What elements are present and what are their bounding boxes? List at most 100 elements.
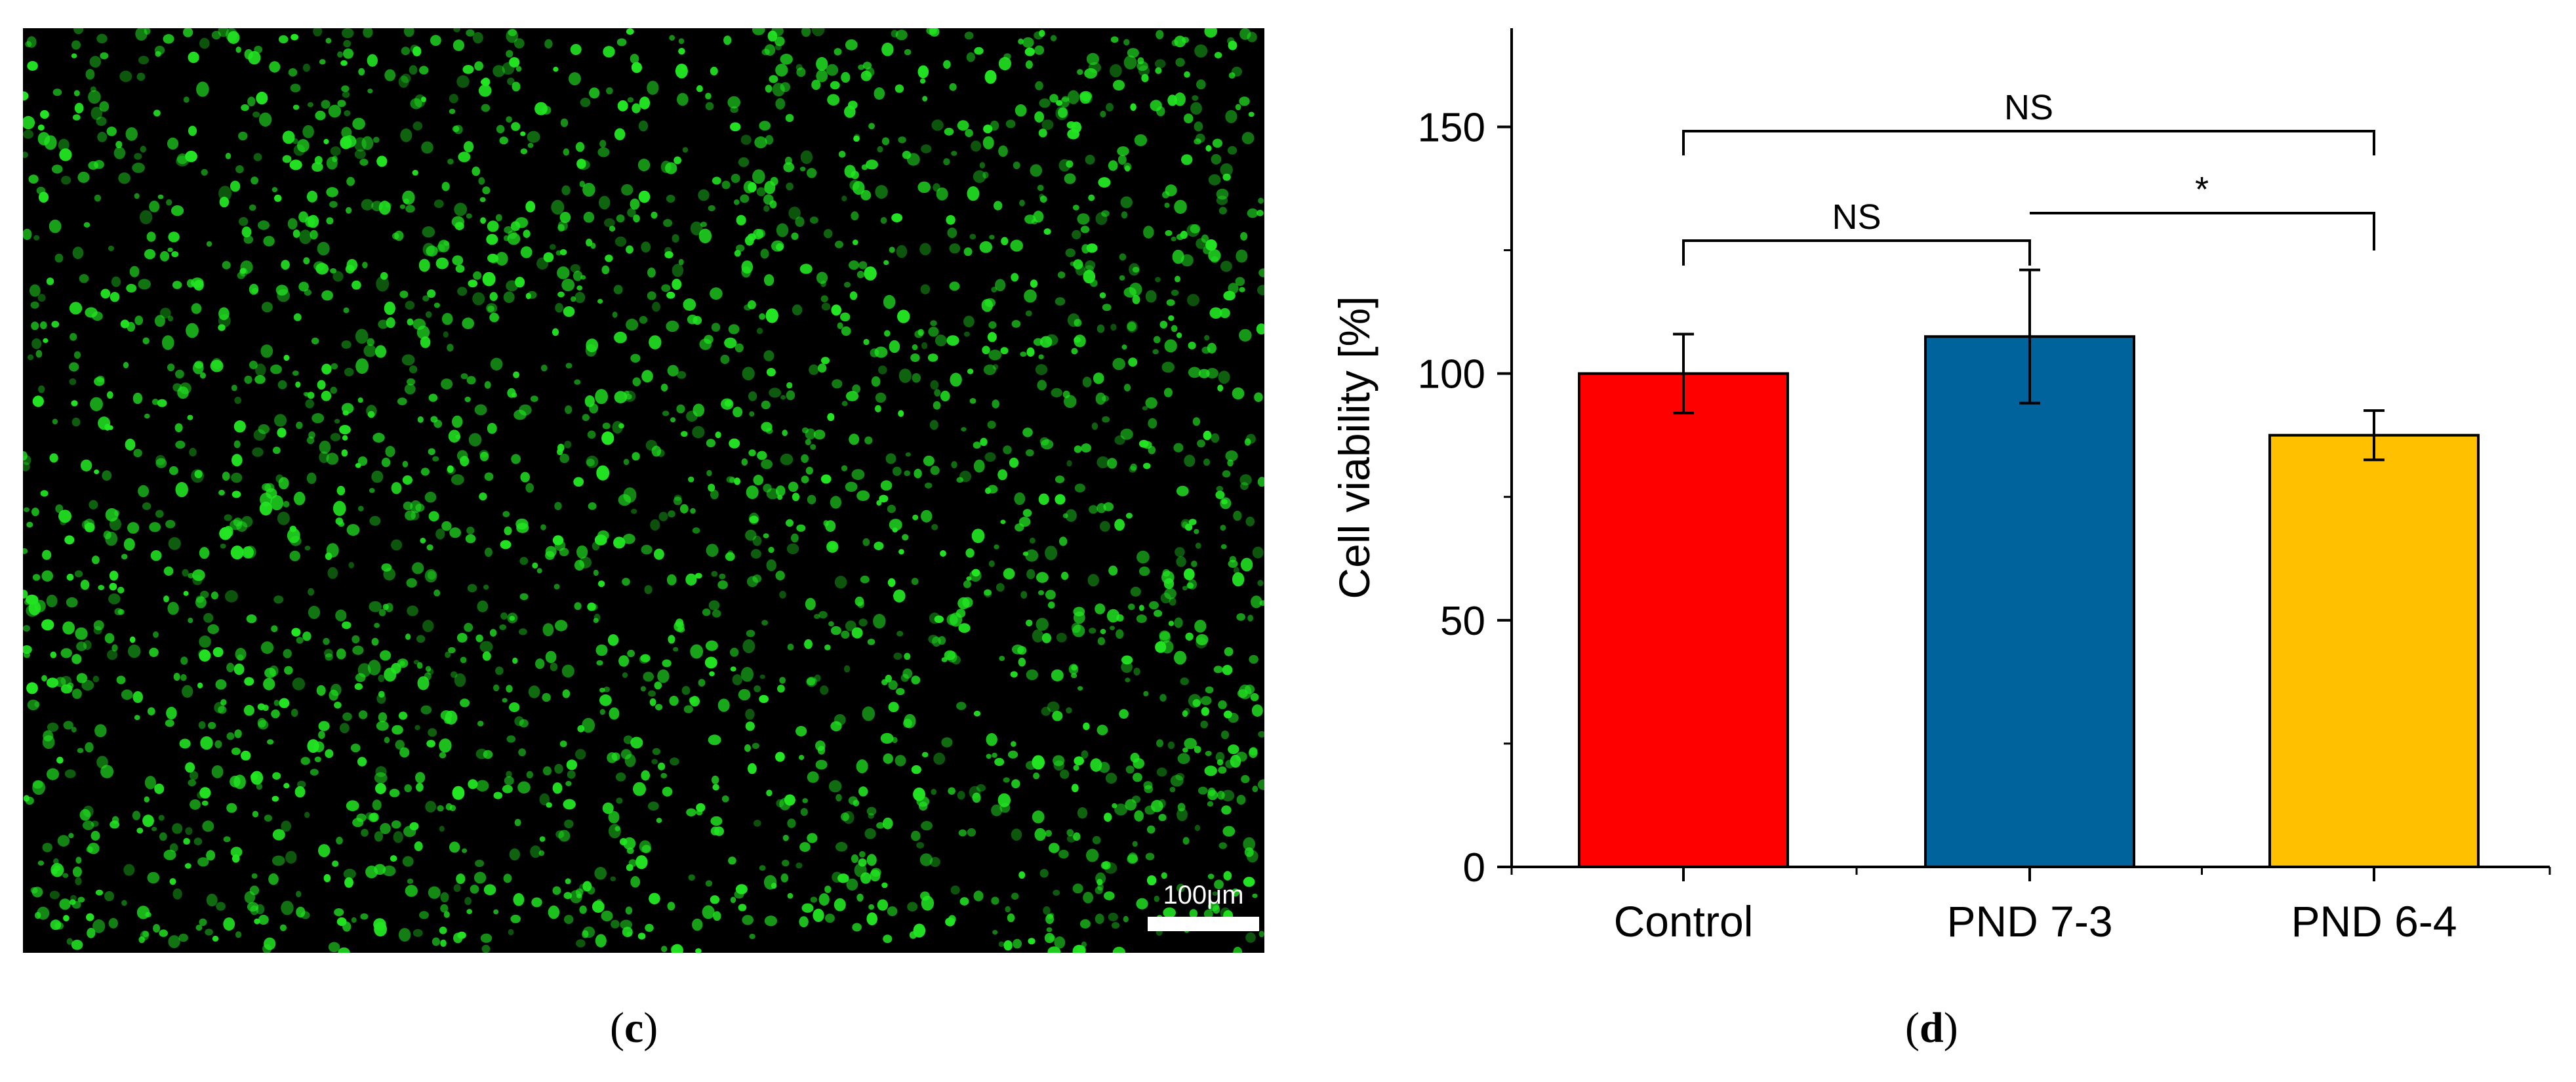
cell bbox=[493, 909, 499, 915]
cell bbox=[963, 247, 973, 256]
cell bbox=[1184, 113, 1194, 124]
cell bbox=[1143, 781, 1153, 790]
cell bbox=[1044, 932, 1055, 944]
cell bbox=[1227, 146, 1238, 155]
cell bbox=[421, 141, 433, 154]
cell bbox=[792, 304, 803, 315]
cell bbox=[807, 494, 816, 504]
cell bbox=[134, 193, 140, 199]
cell bbox=[113, 146, 126, 159]
cell bbox=[1215, 491, 1225, 500]
caption-d-close: ) bbox=[1943, 1004, 1958, 1052]
cell bbox=[177, 386, 189, 399]
cell bbox=[881, 137, 890, 146]
cell bbox=[1220, 731, 1230, 740]
cell bbox=[650, 519, 660, 531]
cell bbox=[72, 689, 82, 699]
cell bbox=[375, 783, 386, 794]
cell bbox=[1097, 725, 1108, 736]
cell bbox=[54, 865, 61, 872]
cell bbox=[582, 414, 590, 422]
cell bbox=[614, 236, 627, 247]
cell bbox=[428, 728, 437, 737]
cell bbox=[405, 205, 415, 213]
cell bbox=[478, 177, 485, 185]
cell bbox=[630, 736, 643, 749]
cell bbox=[769, 200, 777, 209]
cell bbox=[949, 243, 961, 254]
cell bbox=[690, 221, 703, 235]
cell bbox=[230, 545, 244, 560]
cell bbox=[613, 540, 620, 546]
cell bbox=[655, 704, 663, 711]
cell bbox=[159, 929, 168, 937]
cell bbox=[816, 271, 828, 284]
cell bbox=[35, 350, 43, 358]
cell bbox=[693, 403, 704, 417]
cell bbox=[452, 255, 464, 266]
cell bbox=[219, 527, 232, 540]
cell bbox=[775, 571, 785, 581]
cell bbox=[756, 187, 766, 197]
cell bbox=[90, 397, 103, 411]
cell bbox=[46, 277, 54, 285]
cell bbox=[664, 247, 672, 255]
cell bbox=[1240, 482, 1249, 491]
cell bbox=[452, 125, 460, 132]
cell bbox=[1150, 100, 1162, 111]
cell bbox=[721, 180, 731, 190]
cell bbox=[374, 772, 388, 784]
cell bbox=[1075, 264, 1085, 276]
cell bbox=[534, 102, 548, 115]
cell bbox=[753, 475, 764, 485]
cell bbox=[321, 100, 331, 109]
cell bbox=[414, 725, 420, 731]
cell bbox=[234, 397, 242, 404]
cell bbox=[1114, 803, 1127, 816]
cell bbox=[288, 68, 298, 77]
bar bbox=[1578, 372, 1789, 868]
cell bbox=[983, 125, 993, 134]
cell bbox=[1208, 174, 1221, 186]
cell bbox=[1086, 243, 1098, 253]
cell bbox=[892, 736, 898, 744]
cell bbox=[799, 167, 806, 172]
cell bbox=[564, 915, 574, 925]
cell bbox=[730, 896, 736, 904]
cell bbox=[868, 123, 875, 130]
cell bbox=[318, 731, 325, 739]
cell bbox=[1032, 811, 1045, 824]
cell bbox=[56, 757, 64, 764]
cell bbox=[764, 44, 776, 56]
cell bbox=[1090, 758, 1102, 772]
cell bbox=[439, 738, 452, 753]
cell bbox=[1220, 163, 1233, 176]
cell bbox=[218, 314, 231, 328]
cell bbox=[623, 458, 630, 466]
cell bbox=[1025, 549, 1039, 562]
cell bbox=[249, 283, 259, 295]
cell bbox=[1233, 510, 1242, 521]
cell bbox=[746, 630, 755, 637]
cell bbox=[784, 794, 795, 806]
cell bbox=[1051, 669, 1064, 682]
cell bbox=[1013, 938, 1022, 949]
cell bbox=[696, 85, 703, 92]
cell bbox=[354, 149, 366, 159]
cell bbox=[863, 338, 870, 346]
cell bbox=[163, 566, 174, 576]
cell bbox=[686, 808, 696, 817]
cell bbox=[531, 897, 542, 908]
cell bbox=[759, 121, 771, 131]
cell bbox=[361, 136, 374, 150]
cell bbox=[892, 466, 902, 476]
cell bbox=[308, 605, 321, 620]
cell bbox=[380, 823, 391, 834]
cell bbox=[1143, 226, 1154, 239]
cell bbox=[1102, 304, 1112, 311]
cell bbox=[410, 98, 422, 110]
cell bbox=[293, 144, 305, 156]
cell bbox=[1188, 579, 1197, 590]
cell bbox=[1228, 72, 1236, 79]
cell bbox=[1205, 145, 1212, 152]
